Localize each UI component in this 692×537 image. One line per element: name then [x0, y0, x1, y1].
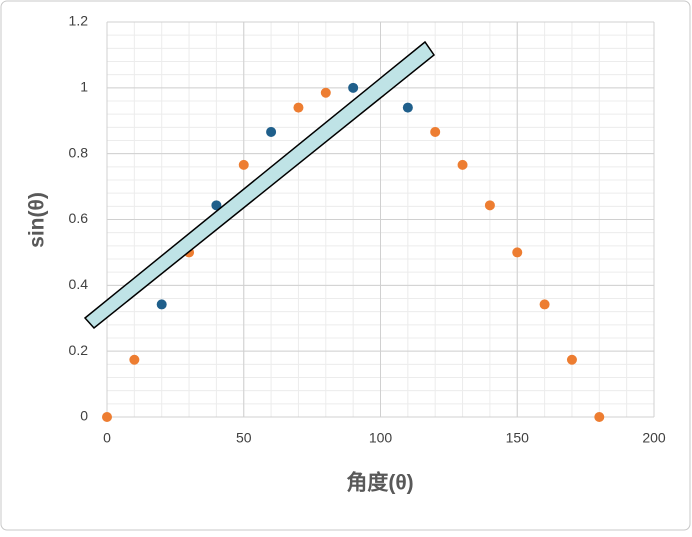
point: [566, 354, 577, 365]
y-tick-label: 0.2: [69, 342, 89, 358]
x-tick-label: 0: [103, 430, 111, 446]
x-tick-label: 200: [642, 430, 666, 446]
point: [402, 102, 413, 113]
point: [320, 87, 331, 98]
x-tick-label: 150: [506, 430, 530, 446]
point: [102, 412, 112, 422]
point: [594, 412, 605, 422]
point: [238, 159, 249, 170]
y-tick-label: 1.2: [69, 13, 89, 29]
point: [512, 247, 523, 258]
y-tick-label: 0.8: [69, 144, 89, 160]
x-tick-label: 100: [369, 430, 393, 446]
point: [430, 126, 441, 137]
point: [211, 200, 222, 211]
point: [539, 299, 550, 310]
highlight-shape: [83, 40, 436, 330]
y-tick-label: 0.6: [69, 210, 89, 226]
point: [293, 102, 304, 113]
point: [457, 159, 468, 170]
x-axis-title: 角度(θ): [346, 471, 413, 495]
point: [156, 299, 167, 310]
point: [129, 354, 140, 365]
x-tick-label: 50: [236, 430, 252, 446]
y-tick-label: 0: [80, 408, 88, 424]
point: [266, 126, 277, 137]
point: [484, 200, 495, 211]
grid: 0 50 100 150 200 0 0.2 0.4 0.6 0.8 1 1.2: [69, 13, 666, 446]
y-axis-title: sin(θ): [26, 192, 49, 248]
y-tick-label: 0.4: [69, 276, 89, 292]
y-tick-label: 1: [80, 79, 88, 95]
point: [348, 82, 359, 93]
